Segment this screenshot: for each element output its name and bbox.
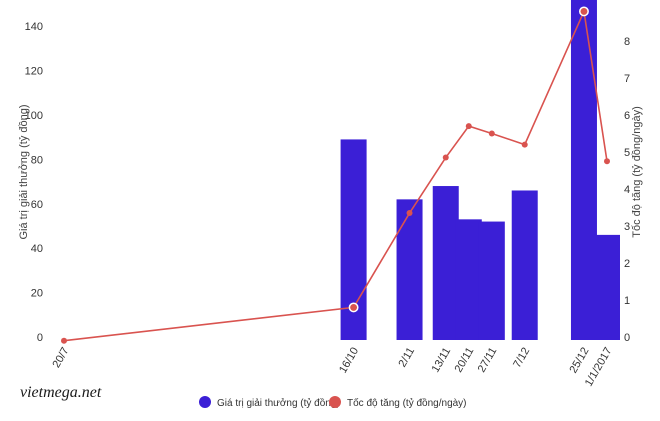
x-axis-ticks: 20/7 16/10 2/11 13/11 20/11 27/11 7/12 25/121/1… [50,346,614,389]
bar-27-11 [478,221,505,340]
y2-tick-label: 4 [624,184,630,196]
y-tick-label: 140 [25,21,43,33]
y-tick-label: 40 [31,243,43,255]
legend-marker-bar [199,396,211,408]
x-tick-label: 13/11 [430,346,454,375]
line-point-16-10 [348,302,359,313]
x-tick-label: 16/10 [337,346,361,376]
y2-tick-label: 2 [624,258,630,270]
x-tick-label: 20/11 [453,346,477,375]
x-tick-label: 25/12 [567,346,591,376]
y-tick-label: 120 [25,66,43,78]
line-point-13-11 [442,154,449,161]
x-tick-label: 20/7 [50,346,71,371]
bar-2-11 [396,199,423,340]
y2-tick-label: 6 [624,110,630,122]
y2-tick-label: 8 [624,36,630,48]
legend-label-bar: Giá trị giải thưởng (tỷ đồng) [217,397,340,409]
y2-axis-label: Tốc độ tăng (tỷ đồng/ngày) [631,106,643,237]
left-axis-ticks: 0 20 40 60 80 100 120 140 [25,21,43,344]
x-tick-label: 2/11 [396,346,417,370]
bar-13-11 [432,186,459,340]
y2-tick-label: 0 [624,332,630,344]
right-axis-ticks: 0 1 2 3 4 5 6 7 8 [624,36,630,344]
y-axis-label: Giá trị giải thưởng (tỷ đồng) [18,104,30,239]
y-tick-label: 60 [31,199,43,211]
line-point-20-7 [61,337,67,344]
y-tick-label: 100 [25,110,43,122]
line-point-25-12 [579,6,589,17]
y2-tick-label: 7 [624,73,630,85]
line-point-7-12 [521,141,528,148]
y2-tick-label: 3 [624,221,630,233]
watermark-text: vietmega.net [20,384,102,401]
bar-1-1-2017 [594,234,620,340]
line-point-2-11 [406,210,413,217]
legend-label-line: Tốc độ tăng (tỷ đồng/ngày) [347,397,467,409]
y-tick-label: 80 [31,154,43,166]
legend-marker-line [329,396,341,408]
y2-tick-label: 5 [624,147,630,159]
x-tick-label: 27/11 [476,346,500,375]
line-series [61,6,610,344]
line-point-27-11 [488,130,495,137]
line-point-20-11 [465,123,472,130]
y-tick-label: 20 [31,288,43,300]
legend: Giá trị giải thưởng (tỷ đồng) Tốc độ tăng… [199,396,467,409]
y-tick-label: 0 [37,332,43,344]
x-tick-label: 7/12 [511,346,532,371]
bar-series [340,0,620,341]
y2-tick-label: 1 [624,295,630,307]
bar-20-11 [455,219,482,340]
bar-7-12 [511,190,538,340]
bar-25-12 [570,0,597,341]
line-point-1-1-2017 [604,158,610,165]
